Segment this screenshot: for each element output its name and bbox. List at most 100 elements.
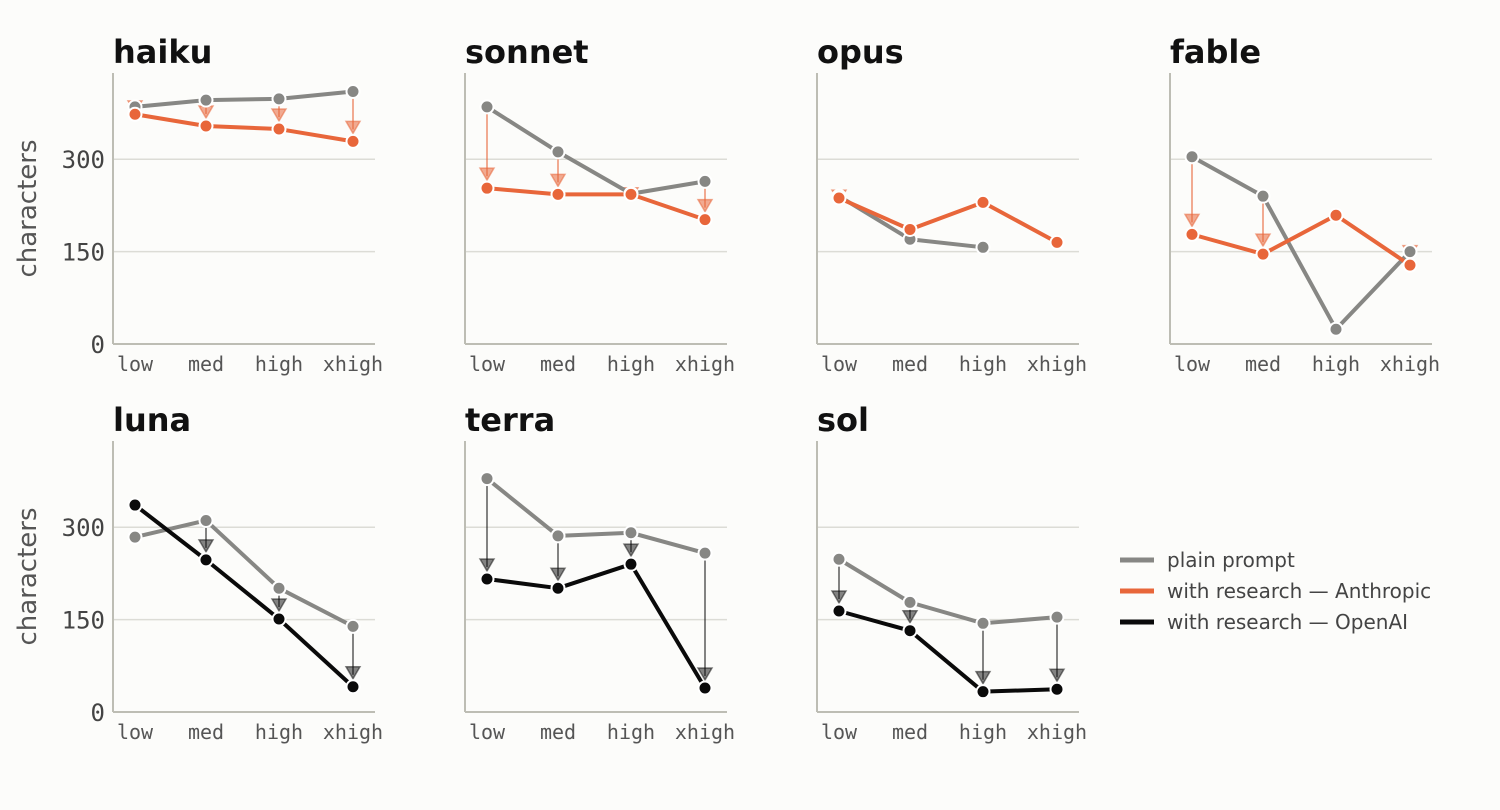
x-tick-label: high — [959, 720, 1007, 744]
x-tick-label: low — [469, 720, 506, 744]
plain-series-line — [133, 518, 355, 629]
x-tick-label: high — [959, 352, 1007, 376]
anthropic-series-point — [1255, 246, 1271, 262]
x-tick-label: med — [188, 352, 224, 376]
change-arrow-head — [696, 198, 714, 214]
openai-series-point — [902, 623, 918, 639]
y-tick-label: 150 — [62, 239, 105, 267]
plain-series-point — [1328, 321, 1344, 337]
x-tick-label: xhigh — [1027, 720, 1087, 744]
x-tick-label: med — [1245, 352, 1281, 376]
y-tick-label: 0 — [91, 331, 105, 359]
anthropic-series-line — [837, 196, 1059, 245]
x-tick-label: med — [540, 352, 576, 376]
anthropic-series-point — [831, 190, 847, 206]
legend-label: plain prompt — [1167, 548, 1295, 572]
change-arrow-head — [344, 120, 362, 135]
panel-terra: terra low med high xhigh — [464, 401, 735, 744]
panel-title: haiku — [113, 33, 212, 71]
panel-luna: luna 0 150 300 characters low med high xhigh — [13, 401, 383, 744]
anthropic-series-point — [902, 221, 918, 237]
change-arrow-head — [1048, 668, 1066, 683]
change-arrow-head — [696, 667, 714, 682]
change-arrow-head — [901, 609, 919, 625]
panel-opus: opus low med high xhigh — [816, 33, 1087, 376]
plain-series-point — [623, 525, 639, 541]
x-tick-label: high — [607, 720, 655, 744]
legend-item-anthropic: with research — Anthropic — [1120, 579, 1431, 603]
plain-series-point — [127, 529, 143, 545]
change-arrow-head — [270, 108, 288, 123]
anthropic-series-point — [271, 121, 287, 137]
openai-series-point — [1049, 681, 1065, 697]
anthropic-series-line — [485, 186, 707, 222]
plain-series-point — [1049, 609, 1065, 625]
panel-title: sol — [817, 401, 869, 439]
y-tick-label: 150 — [62, 607, 105, 635]
legend-label: with research — Anthropic — [1167, 579, 1431, 603]
y-axis-label: characters — [13, 507, 43, 645]
change-arrow-head — [197, 105, 215, 120]
plain-series-point — [271, 91, 287, 107]
plain-series-point — [697, 545, 713, 561]
openai-series-point — [697, 680, 713, 696]
plain-series-point — [975, 615, 991, 631]
openai-series-point — [975, 684, 991, 700]
x-tick-label: med — [892, 352, 928, 376]
openai-series-point — [550, 580, 566, 596]
x-tick-label: xhigh — [1380, 352, 1440, 376]
anthropic-series-point — [479, 180, 495, 196]
x-tick-label: low — [117, 352, 154, 376]
plain-series-line — [485, 104, 707, 196]
plain-series-point — [975, 239, 991, 255]
plain-series-line — [485, 476, 707, 556]
x-tick-label: med — [540, 720, 576, 744]
plain-series-line — [133, 89, 355, 109]
openai-series-line — [485, 562, 707, 690]
change-arrow-head — [549, 173, 567, 188]
change-arrow-head — [478, 558, 496, 573]
plain-series-point — [271, 580, 287, 596]
openai-series-point — [198, 552, 214, 568]
x-tick-label: low — [1174, 352, 1211, 376]
change-arrow-head — [197, 539, 215, 554]
anthropic-series-line — [133, 112, 355, 144]
change-arrow-head — [478, 167, 496, 182]
change-arrow-head — [549, 567, 567, 582]
change-arrow-head — [622, 543, 640, 558]
plain-series-point — [345, 83, 361, 99]
openai-series-line — [133, 503, 355, 689]
panel-title: opus — [817, 33, 904, 71]
anthropic-series-point — [1049, 234, 1065, 250]
change-arrow-head — [1254, 233, 1272, 248]
y-tick-label: 0 — [91, 699, 105, 727]
plain-series-point — [198, 512, 214, 528]
y-axis-label: characters — [13, 139, 43, 277]
anthropic-series-point — [345, 133, 361, 149]
x-tick-label: med — [188, 720, 224, 744]
plain-series-point — [1184, 149, 1200, 165]
plain-series-point — [697, 173, 713, 189]
plain-series-point — [198, 92, 214, 108]
plain-series-point — [550, 528, 566, 544]
panel-haiku: haiku 0 150 300 characters low med high xhigh — [13, 33, 383, 376]
x-tick-label: med — [892, 720, 928, 744]
plain-series-point — [902, 594, 918, 610]
plain-series-point — [479, 471, 495, 487]
openai-series-point — [623, 556, 639, 572]
panel-title: terra — [465, 401, 555, 439]
change-arrow-head — [344, 665, 362, 681]
change-arrow-head — [830, 590, 848, 605]
x-tick-label: low — [821, 720, 858, 744]
panels: haiku 0 150 300 characters low med high xhigh son… — [13, 33, 1440, 744]
x-tick-label: low — [469, 352, 506, 376]
anthropic-series-point — [198, 118, 214, 134]
openai-series-point — [479, 571, 495, 587]
y-tick-label: 300 — [62, 514, 105, 542]
panel-title: sonnet — [465, 33, 589, 71]
plain-series-point — [1402, 244, 1418, 260]
x-tick-label: low — [117, 720, 154, 744]
plain-series-point — [1255, 188, 1271, 204]
anthropic-series-point — [550, 186, 566, 202]
panel-sonnet: sonnet low med high xhigh — [464, 33, 735, 376]
